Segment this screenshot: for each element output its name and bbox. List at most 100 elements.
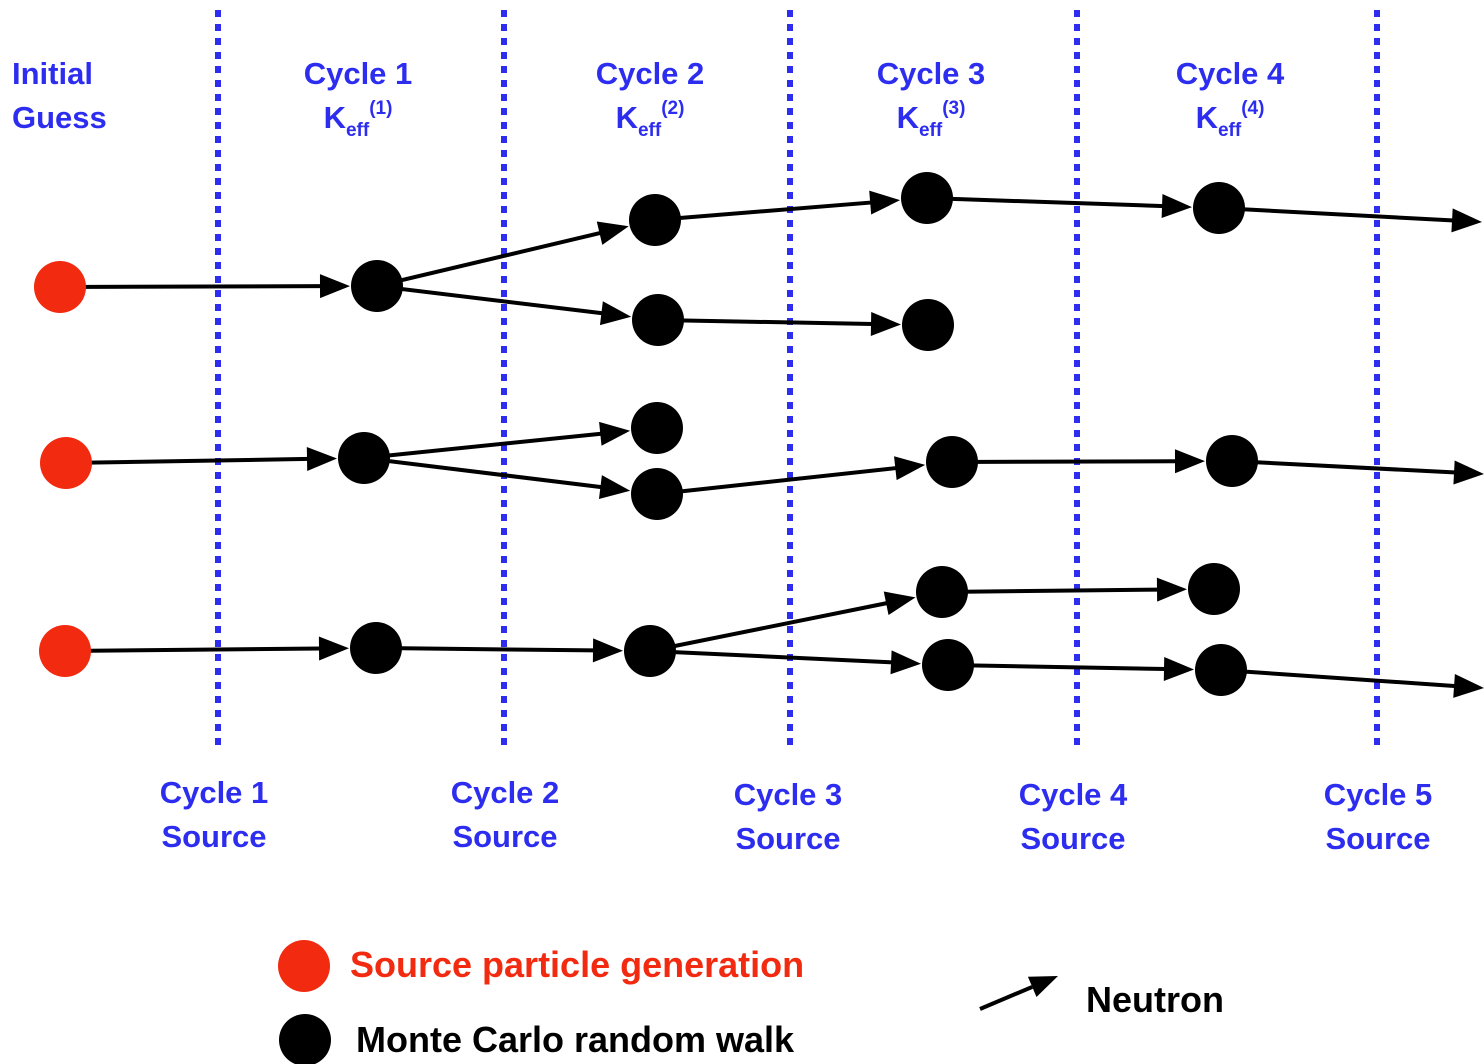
edge-g-i-shaft <box>364 458 602 487</box>
edge-n-p-shaft <box>942 590 1159 592</box>
random-walk-node-q <box>1195 644 1247 696</box>
keff-3-label: Keff(3) <box>851 98 1011 142</box>
edge-a-c-head <box>600 301 631 325</box>
edge-f-out <box>1219 208 1482 232</box>
edge-c-e-shaft <box>658 320 873 324</box>
random-walk-node-m <box>624 625 676 677</box>
edge-j-k <box>952 449 1205 473</box>
edge-r2-g-shaft <box>66 459 309 463</box>
keff-4-label: Keff(4) <box>1150 98 1310 142</box>
edge-g-i <box>364 458 630 499</box>
random-walk-node-p <box>1188 563 1240 615</box>
random-walk-node-h <box>631 402 683 454</box>
edge-l-m <box>376 638 623 662</box>
edge-r1-a-shaft <box>60 286 322 287</box>
edge-i-j-shaft <box>657 468 897 494</box>
edge-c-e <box>658 312 901 336</box>
legend-walk-marker <box>279 1014 331 1064</box>
edge-r3-l-head <box>319 637 349 661</box>
edge-d-f-head <box>1162 194 1192 218</box>
edge-f-out-head <box>1451 208 1482 232</box>
edge-q-out-head <box>1453 674 1484 698</box>
legend-neutron-arrow-shaft <box>980 987 1032 1009</box>
edge-q-out <box>1221 670 1484 698</box>
random-walk-node-f <box>1193 182 1245 234</box>
edge-m-o-shaft <box>650 651 893 662</box>
edge-i-j-head <box>894 456 925 480</box>
edge-f-out-shaft <box>1219 208 1454 221</box>
source-particle-r1 <box>34 261 86 313</box>
cycle-1-source-label: Cycle 1 Source <box>134 771 294 859</box>
random-walk-node-l <box>350 622 402 674</box>
edge-a-b-shaft <box>377 233 601 286</box>
random-walk-node-c <box>632 294 684 346</box>
legend-neutron-arrow <box>980 976 1058 1009</box>
edge-g-i-head <box>599 475 630 499</box>
legend-walk-label: Monte Carlo random walk <box>356 1019 794 1061</box>
edge-b-d-head <box>869 191 900 215</box>
edge-a-b-head <box>597 221 629 244</box>
edge-k-out-head <box>1453 460 1484 484</box>
keff-1-label: Keff(1) <box>278 98 438 142</box>
cycle-5-source-label: Cycle 5 Source <box>1298 773 1458 861</box>
edge-m-o-head <box>890 650 921 674</box>
random-walk-node-n <box>916 566 968 618</box>
edge-c-e-head <box>871 312 901 336</box>
edge-l-m-shaft <box>376 648 595 650</box>
source-particle-r3 <box>39 625 91 677</box>
edge-n-p <box>942 578 1187 602</box>
edge-j-k-head <box>1175 449 1205 473</box>
random-walk-node-k <box>1206 435 1258 487</box>
random-walk-node-o <box>922 639 974 691</box>
edge-d-f-shaft <box>927 198 1164 206</box>
edge-m-o <box>650 650 921 674</box>
legend-neutron-arrow-head <box>1028 976 1058 997</box>
cycle-4-source-label: Cycle 4 Source <box>993 773 1153 861</box>
edge-q-out-shaft <box>1221 670 1456 686</box>
legend-source-marker <box>278 940 330 992</box>
edge-k-out <box>1232 460 1484 484</box>
edge-g-h-shaft <box>364 434 602 458</box>
edge-a-c-shaft <box>377 286 603 313</box>
edge-r2-g <box>66 447 337 471</box>
edge-o-q <box>948 657 1194 681</box>
edge-m-n-shaft <box>650 603 888 651</box>
edge-r2-g-head <box>307 447 337 471</box>
cycle-3-header: Cycle 3 <box>851 52 1011 96</box>
edge-m-n <box>650 592 916 651</box>
edge-o-q-shaft <box>948 665 1166 669</box>
cycle-4-header: Cycle 4 <box>1150 52 1310 96</box>
random-walk-node-d <box>901 172 953 224</box>
edge-m-n-head <box>884 592 916 616</box>
edge-r1-a-head <box>320 274 350 298</box>
random-walk-node-g <box>338 432 390 484</box>
cycle-2-source-label: Cycle 2 Source <box>425 771 585 859</box>
edge-r1-a <box>60 274 350 298</box>
source-particle-r2 <box>40 437 92 489</box>
edge-l-m-head <box>593 638 623 662</box>
edge-g-h <box>364 422 630 458</box>
cycle-3-source-label: Cycle 3 Source <box>708 773 868 861</box>
edge-r3-l-shaft <box>65 649 321 651</box>
edge-k-out-shaft <box>1232 461 1456 473</box>
edge-n-p-head <box>1157 578 1187 602</box>
edge-b-d <box>655 191 900 220</box>
cycle-1-header: Cycle 1 <box>278 52 438 96</box>
keff-2-label: Keff(2) <box>570 98 730 142</box>
random-walk-node-a <box>351 260 403 312</box>
random-walk-node-i <box>631 468 683 520</box>
edge-g-h-head <box>599 422 630 446</box>
initial-guess-label: Initial Guess <box>12 52 107 140</box>
edge-b-d-shaft <box>655 202 872 220</box>
random-walk-node-e <box>902 299 954 351</box>
cycle-2-header: Cycle 2 <box>570 52 730 96</box>
edge-d-f <box>927 194 1192 218</box>
random-walk-node-b <box>629 194 681 246</box>
random-walk-node-j <box>926 436 978 488</box>
edge-o-q-head <box>1164 657 1194 681</box>
legend-neutron-label: Neutron <box>1086 979 1224 1021</box>
edge-j-k-shaft <box>952 461 1177 462</box>
legend-source-label: Source particle generation <box>350 944 804 986</box>
edge-r3-l <box>65 637 349 661</box>
